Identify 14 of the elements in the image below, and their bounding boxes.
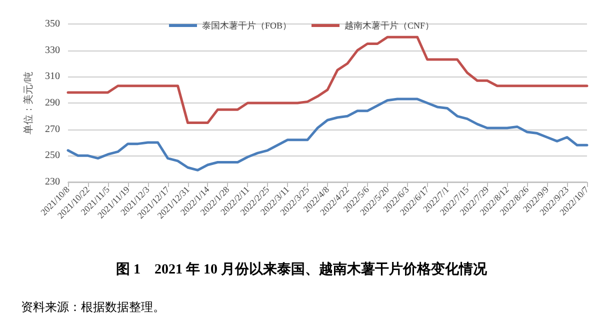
y-tick-label: 270 [45,124,60,135]
legend-label: 越南木薯干片（CNF） [344,20,434,30]
text: 图 1 2021 年 10 月份以来泰国、越南木薯干片价格变化情况 [116,260,488,278]
line-series [66,98,588,172]
y-tick-label: 230 [45,176,60,188]
line-series [66,36,588,124]
y-tick-label: 330 [45,44,60,56]
text: 资料来源：根据数据整理。 [21,300,165,314]
y-tick-label: 250 [45,150,60,162]
y-tick-label: 350 [45,18,60,30]
y-axis-title: 单位：美元/吨 [22,72,34,134]
y-tick-label: 290 [45,98,60,108]
legend-label: 泰国木薯干片（FOB） [202,20,292,30]
y-tick-label: 310 [45,71,60,82]
